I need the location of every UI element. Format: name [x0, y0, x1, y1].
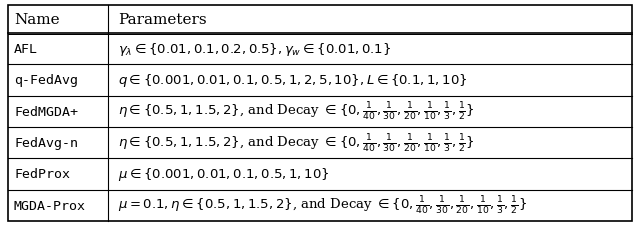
Text: FedMGDA+: FedMGDA+	[14, 105, 78, 118]
Text: $\eta \in \{0.5, 1, 1.5, 2\}$, and Decay $\in \{0, \frac{1}{40}, \frac{1}{30}, \: $\eta \in \{0.5, 1, 1.5, 2\}$, and Decay…	[118, 132, 474, 154]
Text: FedAvg-n: FedAvg-n	[14, 137, 78, 150]
Text: AFL: AFL	[14, 43, 38, 56]
Text: $q \in \{0.001, 0.01, 0.1, 0.5, 1, 2, 5, 10\}, L \in \{0.1, 1, 10\}$: $q \in \{0.001, 0.01, 0.1, 0.5, 1, 2, 5,…	[118, 72, 467, 89]
Text: MGDA-Prox: MGDA-Prox	[14, 199, 86, 212]
Text: $\mu = 0.1, \eta \in \{0.5, 1, 1.5, 2\}$, and Decay $\in \{0, \frac{1}{40}, \fra: $\mu = 0.1, \eta \in \{0.5, 1, 1.5, 2\}$…	[118, 194, 527, 216]
Text: $\eta \in \{0.5, 1, 1.5, 2\}$, and Decay $\in \{0, \frac{1}{40}, \frac{1}{30}, \: $\eta \in \{0.5, 1, 1.5, 2\}$, and Decay…	[118, 101, 474, 123]
Text: $\gamma_{\lambda} \in \{0.01, 0.1, 0.2, 0.5\}, \gamma_{w} \in \{0.01, 0.1\}$: $\gamma_{\lambda} \in \{0.01, 0.1, 0.2, …	[118, 41, 391, 58]
Text: Name: Name	[14, 13, 60, 27]
Text: q-FedAvg: q-FedAvg	[14, 74, 78, 87]
Text: FedProx: FedProx	[14, 168, 70, 181]
Text: Parameters: Parameters	[118, 13, 207, 27]
Text: $\mu \in \{0.001, 0.01, 0.1, 0.5, 1, 10\}$: $\mu \in \{0.001, 0.01, 0.1, 0.5, 1, 10\…	[118, 166, 330, 183]
